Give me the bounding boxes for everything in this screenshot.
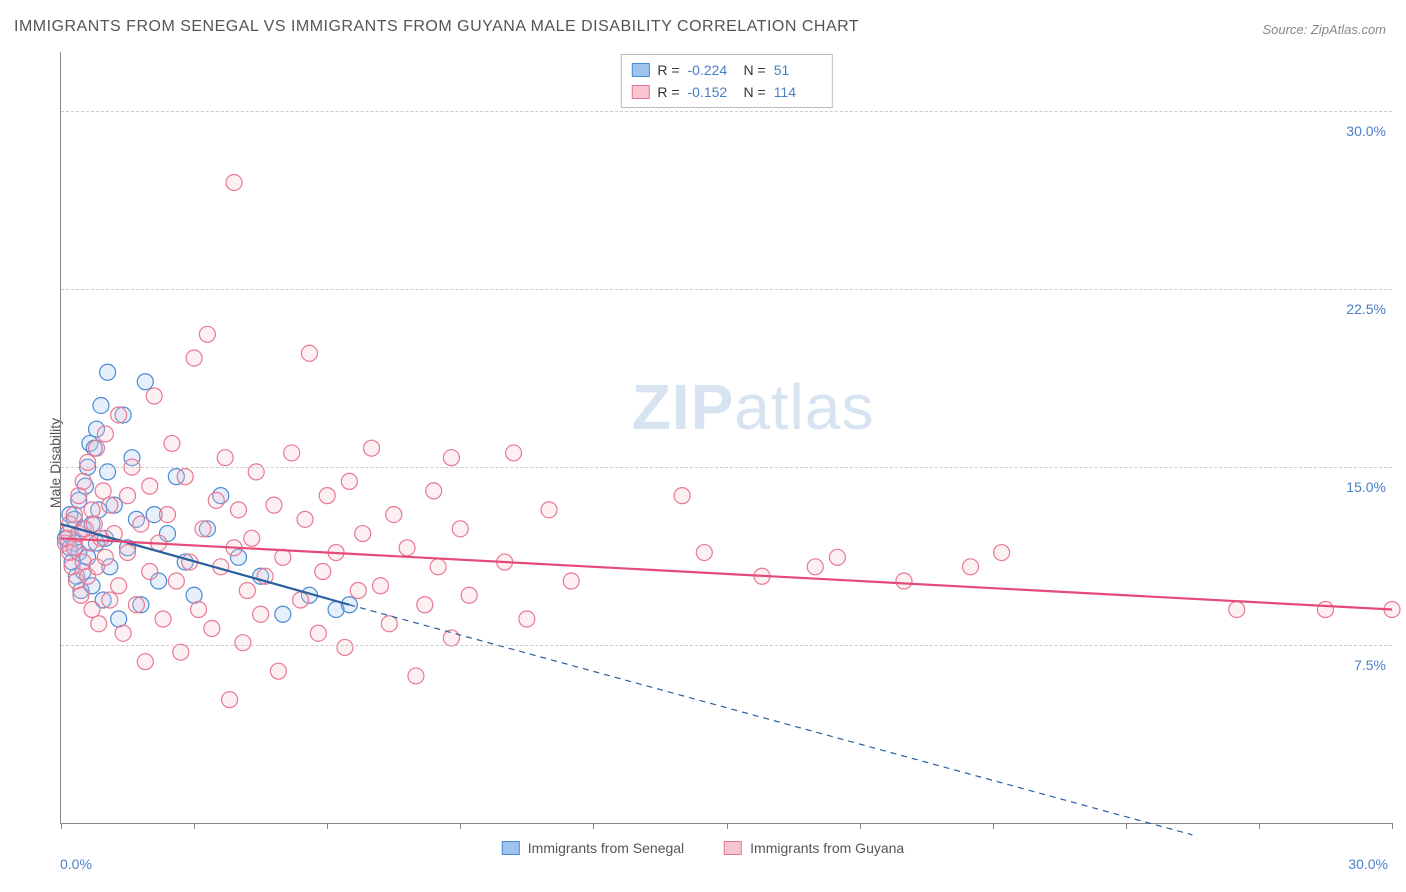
swatch-guyana	[724, 841, 742, 855]
legend-item-guyana: Immigrants from Guyana	[724, 840, 904, 856]
x-tick	[860, 823, 861, 829]
legend-item-senegal: Immigrants from Senegal	[502, 840, 684, 856]
stats-row-senegal: R = -0.224 N = 51	[631, 59, 821, 81]
x-tick	[1126, 823, 1127, 829]
x-tick	[593, 823, 594, 829]
stats-legend: R = -0.224 N = 51 R = -0.152 N = 114	[620, 54, 832, 108]
r-value-guyana: -0.152	[688, 84, 736, 100]
legend-label-senegal: Immigrants from Senegal	[528, 840, 684, 856]
x-tick	[460, 823, 461, 829]
x-tick	[327, 823, 328, 829]
x-tick	[61, 823, 62, 829]
y-tick-label: 7.5%	[1354, 657, 1386, 673]
series-legend: Immigrants from Senegal Immigrants from G…	[502, 840, 904, 856]
plot-svg	[61, 52, 1392, 823]
plot-area: ZIPatlas R =-0.224N =51R =-0.152N =114 7…	[60, 52, 1392, 824]
gridline-h	[61, 289, 1392, 290]
chart-container: Male Disability ZIPatlas R =-0.224N =51R…	[14, 52, 1392, 874]
gridline-h	[61, 111, 1392, 112]
y-tick-label: 15.0%	[1346, 479, 1386, 495]
chart-title: IMMIGRANTS FROM SENEGAL VS IMMIGRANTS FR…	[14, 18, 859, 36]
r-label: R =	[657, 84, 679, 100]
x-tick	[727, 823, 728, 829]
x-tick	[1392, 823, 1393, 829]
r-value-senegal: -0.224	[688, 62, 736, 78]
swatch-senegal	[631, 63, 649, 77]
stats-row-guyana: R = -0.152 N = 114	[631, 81, 821, 103]
n-value-guyana: 114	[774, 84, 822, 100]
x-tick	[993, 823, 994, 829]
x-axis-min-label: 0.0%	[60, 856, 92, 872]
gridline-h	[61, 467, 1392, 468]
n-value-senegal: 51	[774, 62, 822, 78]
swatch-senegal	[502, 841, 520, 855]
legend-label-guyana: Immigrants from Guyana	[750, 840, 904, 856]
source-attribution: Source: ZipAtlas.com	[1262, 22, 1386, 37]
y-tick-label: 30.0%	[1346, 123, 1386, 139]
n-label: N =	[744, 84, 766, 100]
r-label: R =	[657, 62, 679, 78]
gridline-h	[61, 645, 1392, 646]
x-tick	[194, 823, 195, 829]
swatch-guyana	[631, 85, 649, 99]
n-label: N =	[744, 62, 766, 78]
y-tick-label: 22.5%	[1346, 301, 1386, 317]
x-axis-max-label: 30.0%	[1348, 856, 1388, 872]
x-tick	[1259, 823, 1260, 829]
